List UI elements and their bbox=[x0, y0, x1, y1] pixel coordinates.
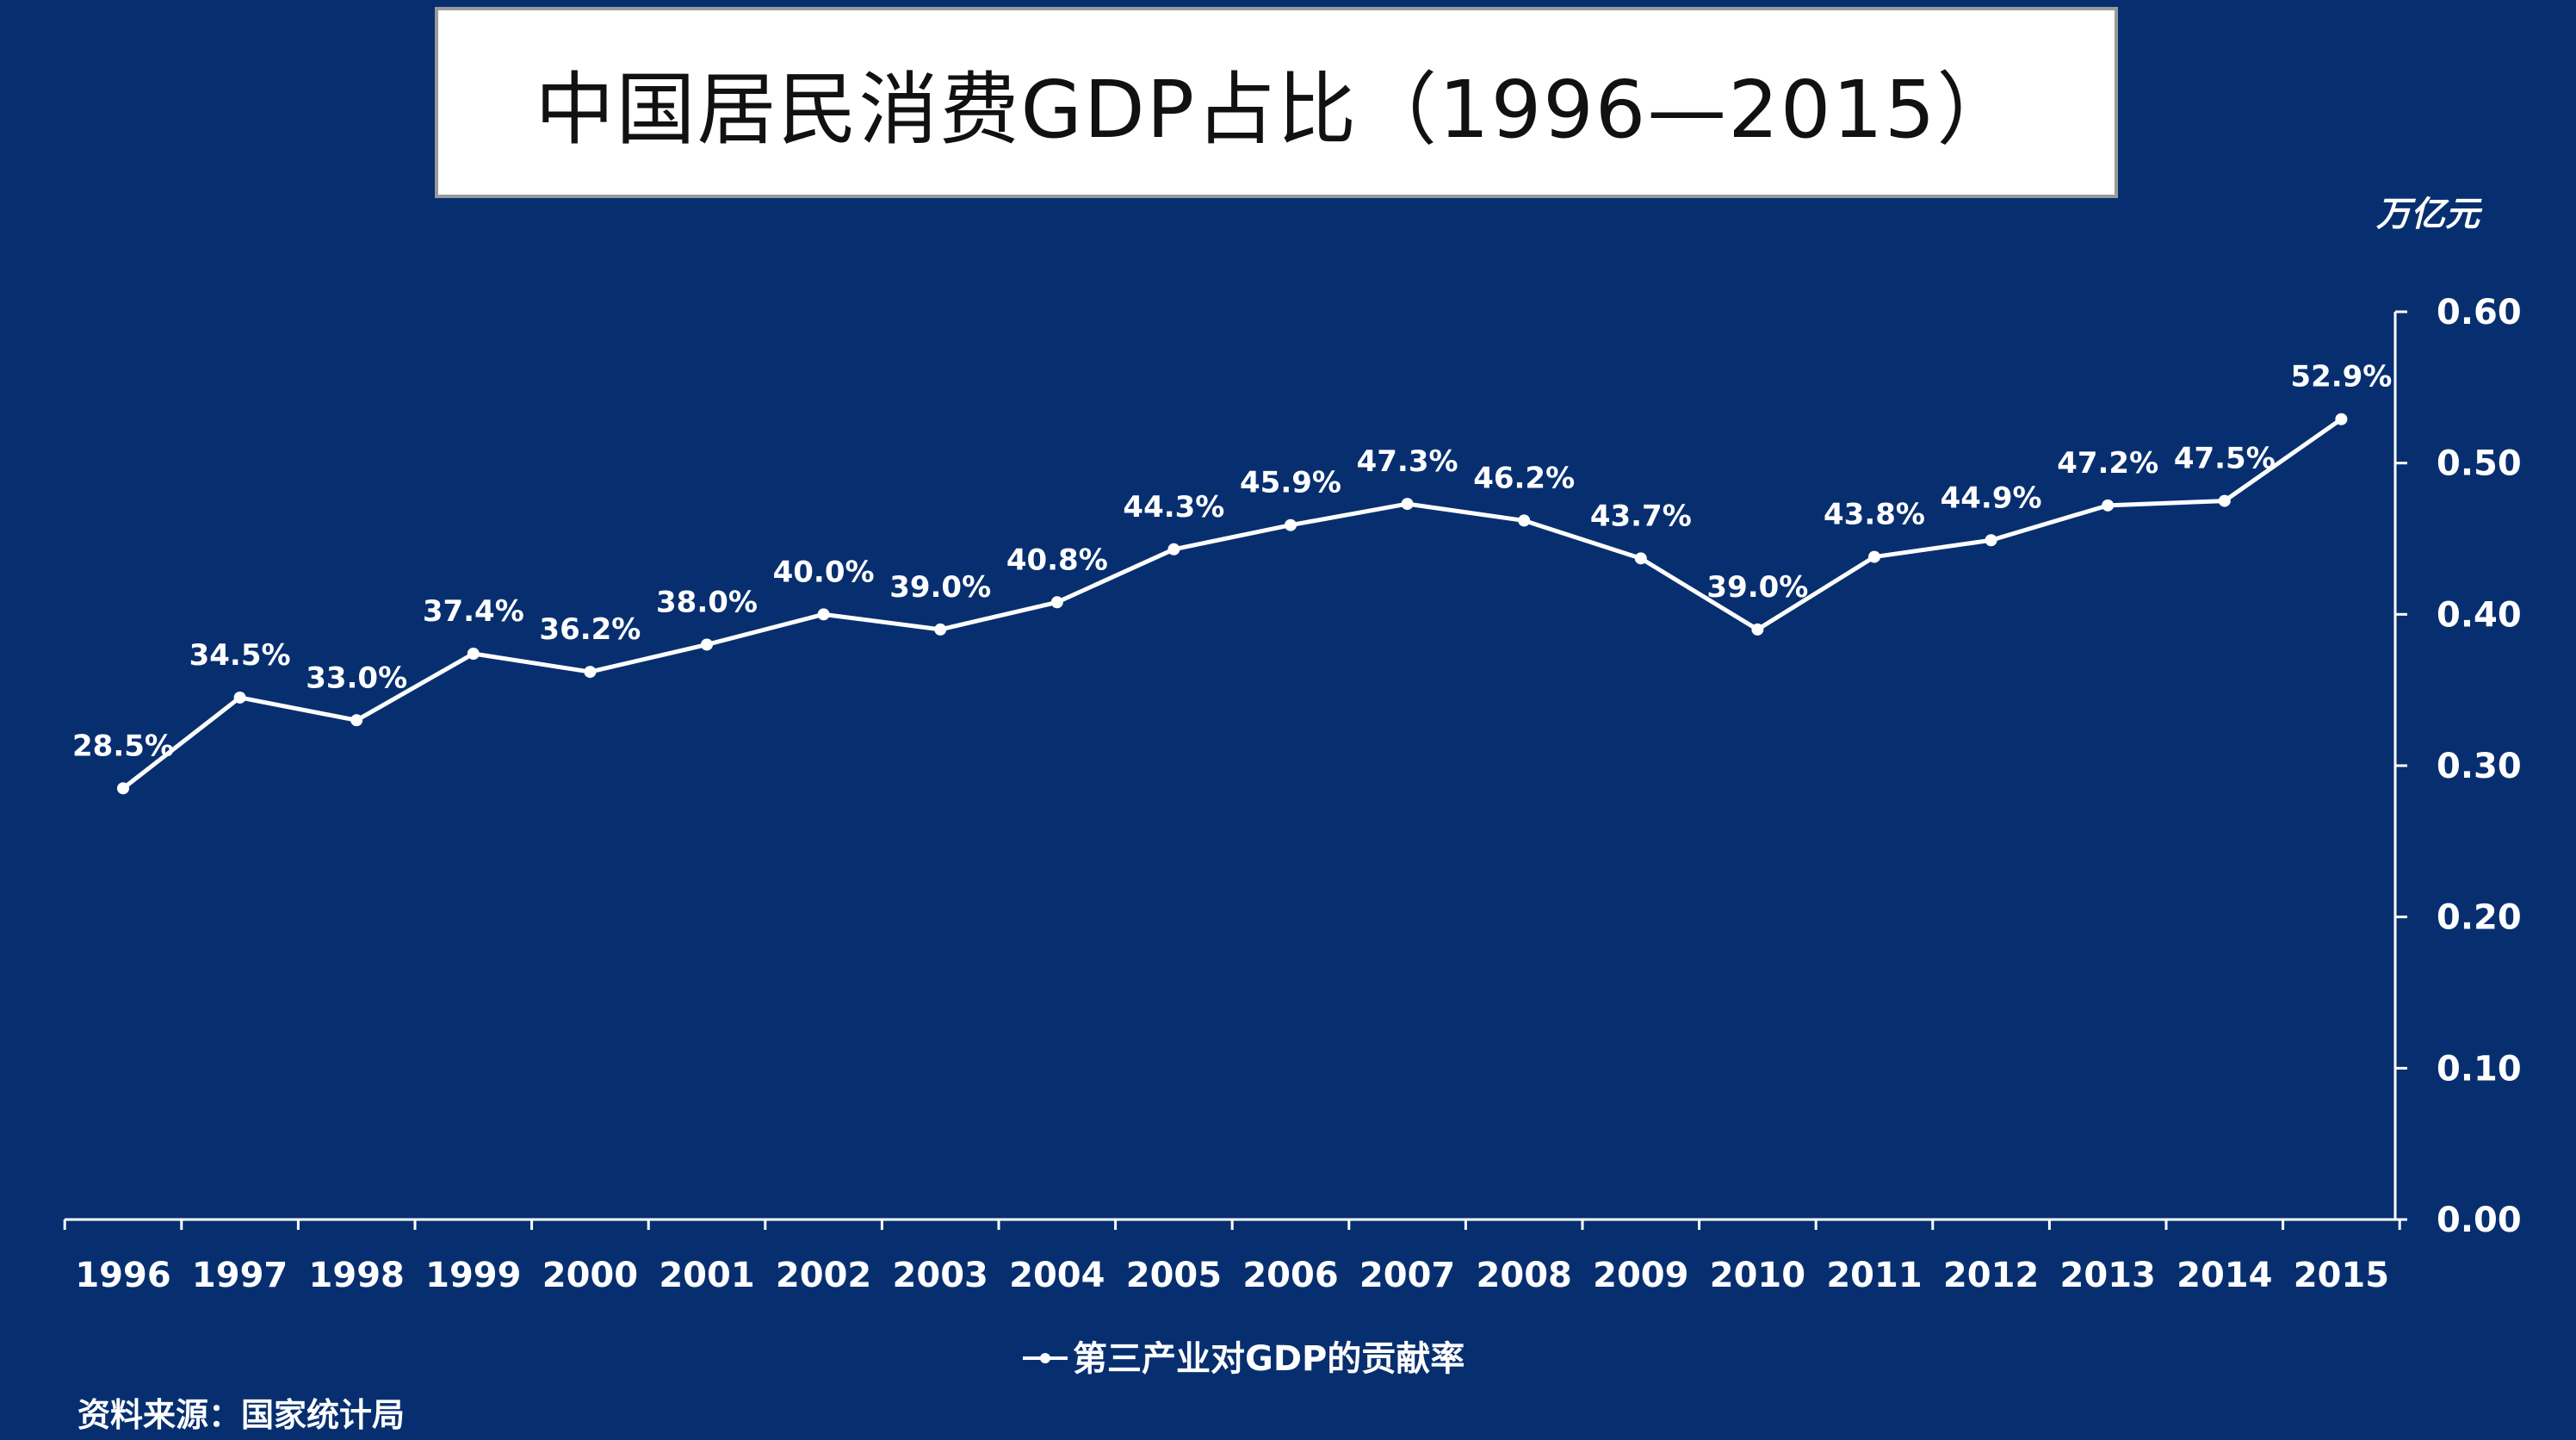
x-tick-label: 2003 bbox=[893, 1256, 988, 1295]
data-label: 33.0% bbox=[306, 661, 407, 695]
x-tick-label: 2012 bbox=[1943, 1256, 2039, 1295]
axes bbox=[63, 310, 2407, 1230]
data-point bbox=[117, 782, 129, 795]
data-label: 43.8% bbox=[1824, 498, 1925, 532]
x-tick-label: 2002 bbox=[776, 1256, 871, 1295]
data-point bbox=[584, 666, 597, 679]
y-tick-label: 0.40 bbox=[2437, 595, 2522, 635]
data-point bbox=[817, 608, 830, 621]
x-tick-label: 2010 bbox=[1710, 1256, 1805, 1295]
data-point bbox=[934, 623, 947, 636]
data-label: 46.2% bbox=[1473, 461, 1575, 495]
data-point bbox=[701, 638, 713, 651]
x-tick-label: 2013 bbox=[2060, 1256, 2156, 1295]
y-tick-label: 0.50 bbox=[2437, 444, 2522, 484]
data-point bbox=[233, 691, 246, 704]
x-tick-label: 2009 bbox=[1593, 1256, 1688, 1295]
data-label: 40.0% bbox=[773, 555, 875, 589]
data-label: 45.9% bbox=[1240, 466, 1341, 500]
data-label: 47.2% bbox=[2057, 446, 2158, 481]
y-tick-labels: 0.00 0.10 0.20 0.30 0.40 0.50 0.60 bbox=[2437, 293, 2522, 1240]
x-tick-label: 1996 bbox=[75, 1256, 170, 1295]
data-label: 47.3% bbox=[1357, 444, 1458, 479]
data-label: 28.5% bbox=[72, 729, 174, 763]
data-point bbox=[1167, 543, 1180, 556]
data-point bbox=[1751, 623, 1764, 636]
data-point bbox=[1985, 534, 1997, 547]
data-label: 52.9% bbox=[2290, 360, 2392, 394]
data-label: 39.0% bbox=[889, 570, 991, 605]
y-tick-label: 0.20 bbox=[2437, 898, 2522, 938]
data-point bbox=[2218, 494, 2231, 507]
data-labels: 28.5% 34.5% 33.0% 37.4% 36.2% 38.0% 40.0% 39.0%… bbox=[72, 360, 2392, 764]
data-point bbox=[467, 648, 480, 661]
data-point bbox=[1634, 552, 1647, 565]
chart-title: 中国居民消费GDP占比（1996—2015） bbox=[535, 63, 2018, 156]
y-tick-label: 0.00 bbox=[2437, 1201, 2522, 1240]
y-tick-label: 0.60 bbox=[2437, 293, 2522, 332]
data-label: 44.9% bbox=[1941, 481, 2042, 515]
legend-label: 第三产业对GDP的贡献率 bbox=[1073, 1339, 1464, 1379]
data-point bbox=[1285, 518, 1297, 531]
data-label: 37.4% bbox=[423, 594, 524, 629]
source-note: 资料来源：国家统计局 bbox=[77, 1396, 406, 1434]
data-point bbox=[350, 714, 363, 727]
x-tick-labels: 1996 1997 1998 1999 2000 2001 2002 2003 2004 2005… bbox=[75, 1256, 2389, 1295]
x-tick-label: 2008 bbox=[1477, 1256, 1572, 1295]
data-label: 47.5% bbox=[2174, 442, 2276, 476]
x-tick-label: 1998 bbox=[309, 1256, 405, 1295]
x-tick-label: 2004 bbox=[1009, 1256, 1105, 1295]
data-label: 38.0% bbox=[656, 585, 758, 619]
data-point bbox=[1050, 596, 1063, 609]
legend: 第三产业对GDP的贡献率 bbox=[1023, 1339, 1464, 1379]
y-axis-unit-label: 万亿元 bbox=[2376, 195, 2483, 234]
series-group bbox=[117, 413, 2348, 795]
data-point bbox=[1868, 550, 1880, 563]
y-tick-label: 0.10 bbox=[2437, 1049, 2522, 1089]
data-label: 34.5% bbox=[189, 638, 291, 673]
data-label: 36.2% bbox=[539, 612, 641, 647]
title-box: 中国居民消费GDP占比（1996—2015） bbox=[435, 7, 2118, 198]
series-line bbox=[121, 417, 2343, 791]
x-tick-label: 1997 bbox=[192, 1256, 288, 1295]
x-tick-label: 1999 bbox=[425, 1256, 521, 1295]
x-tick-label: 2001 bbox=[659, 1256, 754, 1295]
data-point bbox=[2335, 413, 2348, 425]
y-tick-label: 0.30 bbox=[2437, 747, 2522, 786]
x-tick-label: 2015 bbox=[2294, 1256, 2389, 1295]
x-tick-label: 2006 bbox=[1242, 1256, 1338, 1295]
x-tick-label: 2000 bbox=[542, 1256, 638, 1295]
x-tick-label: 2005 bbox=[1126, 1256, 1222, 1295]
data-point bbox=[2102, 499, 2115, 512]
data-point bbox=[1401, 498, 1414, 511]
data-label: 39.0% bbox=[1706, 570, 1808, 605]
data-label: 44.3% bbox=[1123, 490, 1224, 524]
data-label: 40.8% bbox=[1006, 543, 1108, 577]
x-tick-label: 2011 bbox=[1826, 1256, 1922, 1295]
data-label: 43.7% bbox=[1590, 499, 1692, 533]
x-tick-label: 2007 bbox=[1359, 1256, 1455, 1295]
data-point bbox=[1518, 514, 1531, 527]
x-tick-label: 2014 bbox=[2177, 1256, 2272, 1295]
legend-marker bbox=[1040, 1353, 1050, 1363]
